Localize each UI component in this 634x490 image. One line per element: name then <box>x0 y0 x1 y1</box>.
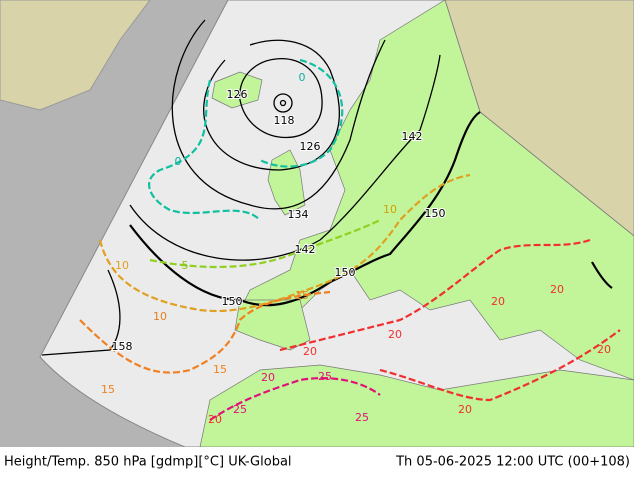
temp-label: 20 <box>491 295 505 308</box>
iceland <box>211 71 263 109</box>
temp-label: 15 <box>295 289 309 302</box>
contour <box>129 54 441 261</box>
contour <box>239 58 323 139</box>
temp-label: 5 <box>182 259 189 272</box>
height-label: 150 <box>222 295 243 308</box>
temp-label: 20 <box>550 283 564 296</box>
contour <box>279 99 287 107</box>
temp-label: 15 <box>101 383 115 396</box>
contour <box>98 173 471 313</box>
temp-label: 10 <box>115 259 129 272</box>
contour <box>279 238 591 352</box>
height-label: 118 <box>274 114 295 127</box>
temp-label: 15 <box>213 363 227 376</box>
temp-label: 20 <box>388 328 402 341</box>
height-label: 134 <box>288 208 309 221</box>
temp-label: 20 <box>458 403 472 416</box>
height-label: 126 <box>227 88 248 101</box>
height-label: 142 <box>295 243 316 256</box>
height-label: 150 <box>425 207 446 220</box>
contour <box>259 58 344 168</box>
footer-bg <box>0 447 634 490</box>
temp-label: 20 <box>261 371 275 384</box>
temp-label: 25 <box>233 403 247 416</box>
height-label: 150 <box>335 266 356 279</box>
iberia <box>234 299 311 351</box>
contour <box>148 79 261 221</box>
height-label: 158 <box>112 340 133 353</box>
contour <box>171 19 386 210</box>
footer-title: Height/Temp. 850 hPa [gdmp][°C] UK-Globa… <box>4 455 292 470</box>
temp-label: 20 <box>208 413 222 426</box>
temp-label: 10 <box>153 310 167 323</box>
contour <box>379 329 621 402</box>
contour <box>591 261 613 289</box>
temp-label: 25 <box>355 411 369 424</box>
footer-valid: Th 05-06-2025 12:00 UTC (00+108) <box>395 455 630 470</box>
contour <box>209 377 381 421</box>
temp-label: 25 <box>318 370 332 383</box>
contour <box>129 111 481 307</box>
height-label: 142 <box>402 130 423 143</box>
temp-label: 0 <box>175 155 182 168</box>
labels: 126 118 126 134 142 142 150 150 150 158 0 0 5 10 10 10 1… <box>101 71 611 426</box>
temp-label: 10 <box>383 203 397 216</box>
temp-contours <box>79 58 621 421</box>
contour <box>273 93 293 113</box>
height-label: 126 <box>300 140 321 153</box>
temp-label: 20 <box>303 345 317 358</box>
temp-label: 20 <box>597 343 611 356</box>
contour <box>79 290 331 374</box>
contour <box>149 219 381 269</box>
temp-label: 0 <box>299 71 306 84</box>
greenland <box>0 0 151 111</box>
